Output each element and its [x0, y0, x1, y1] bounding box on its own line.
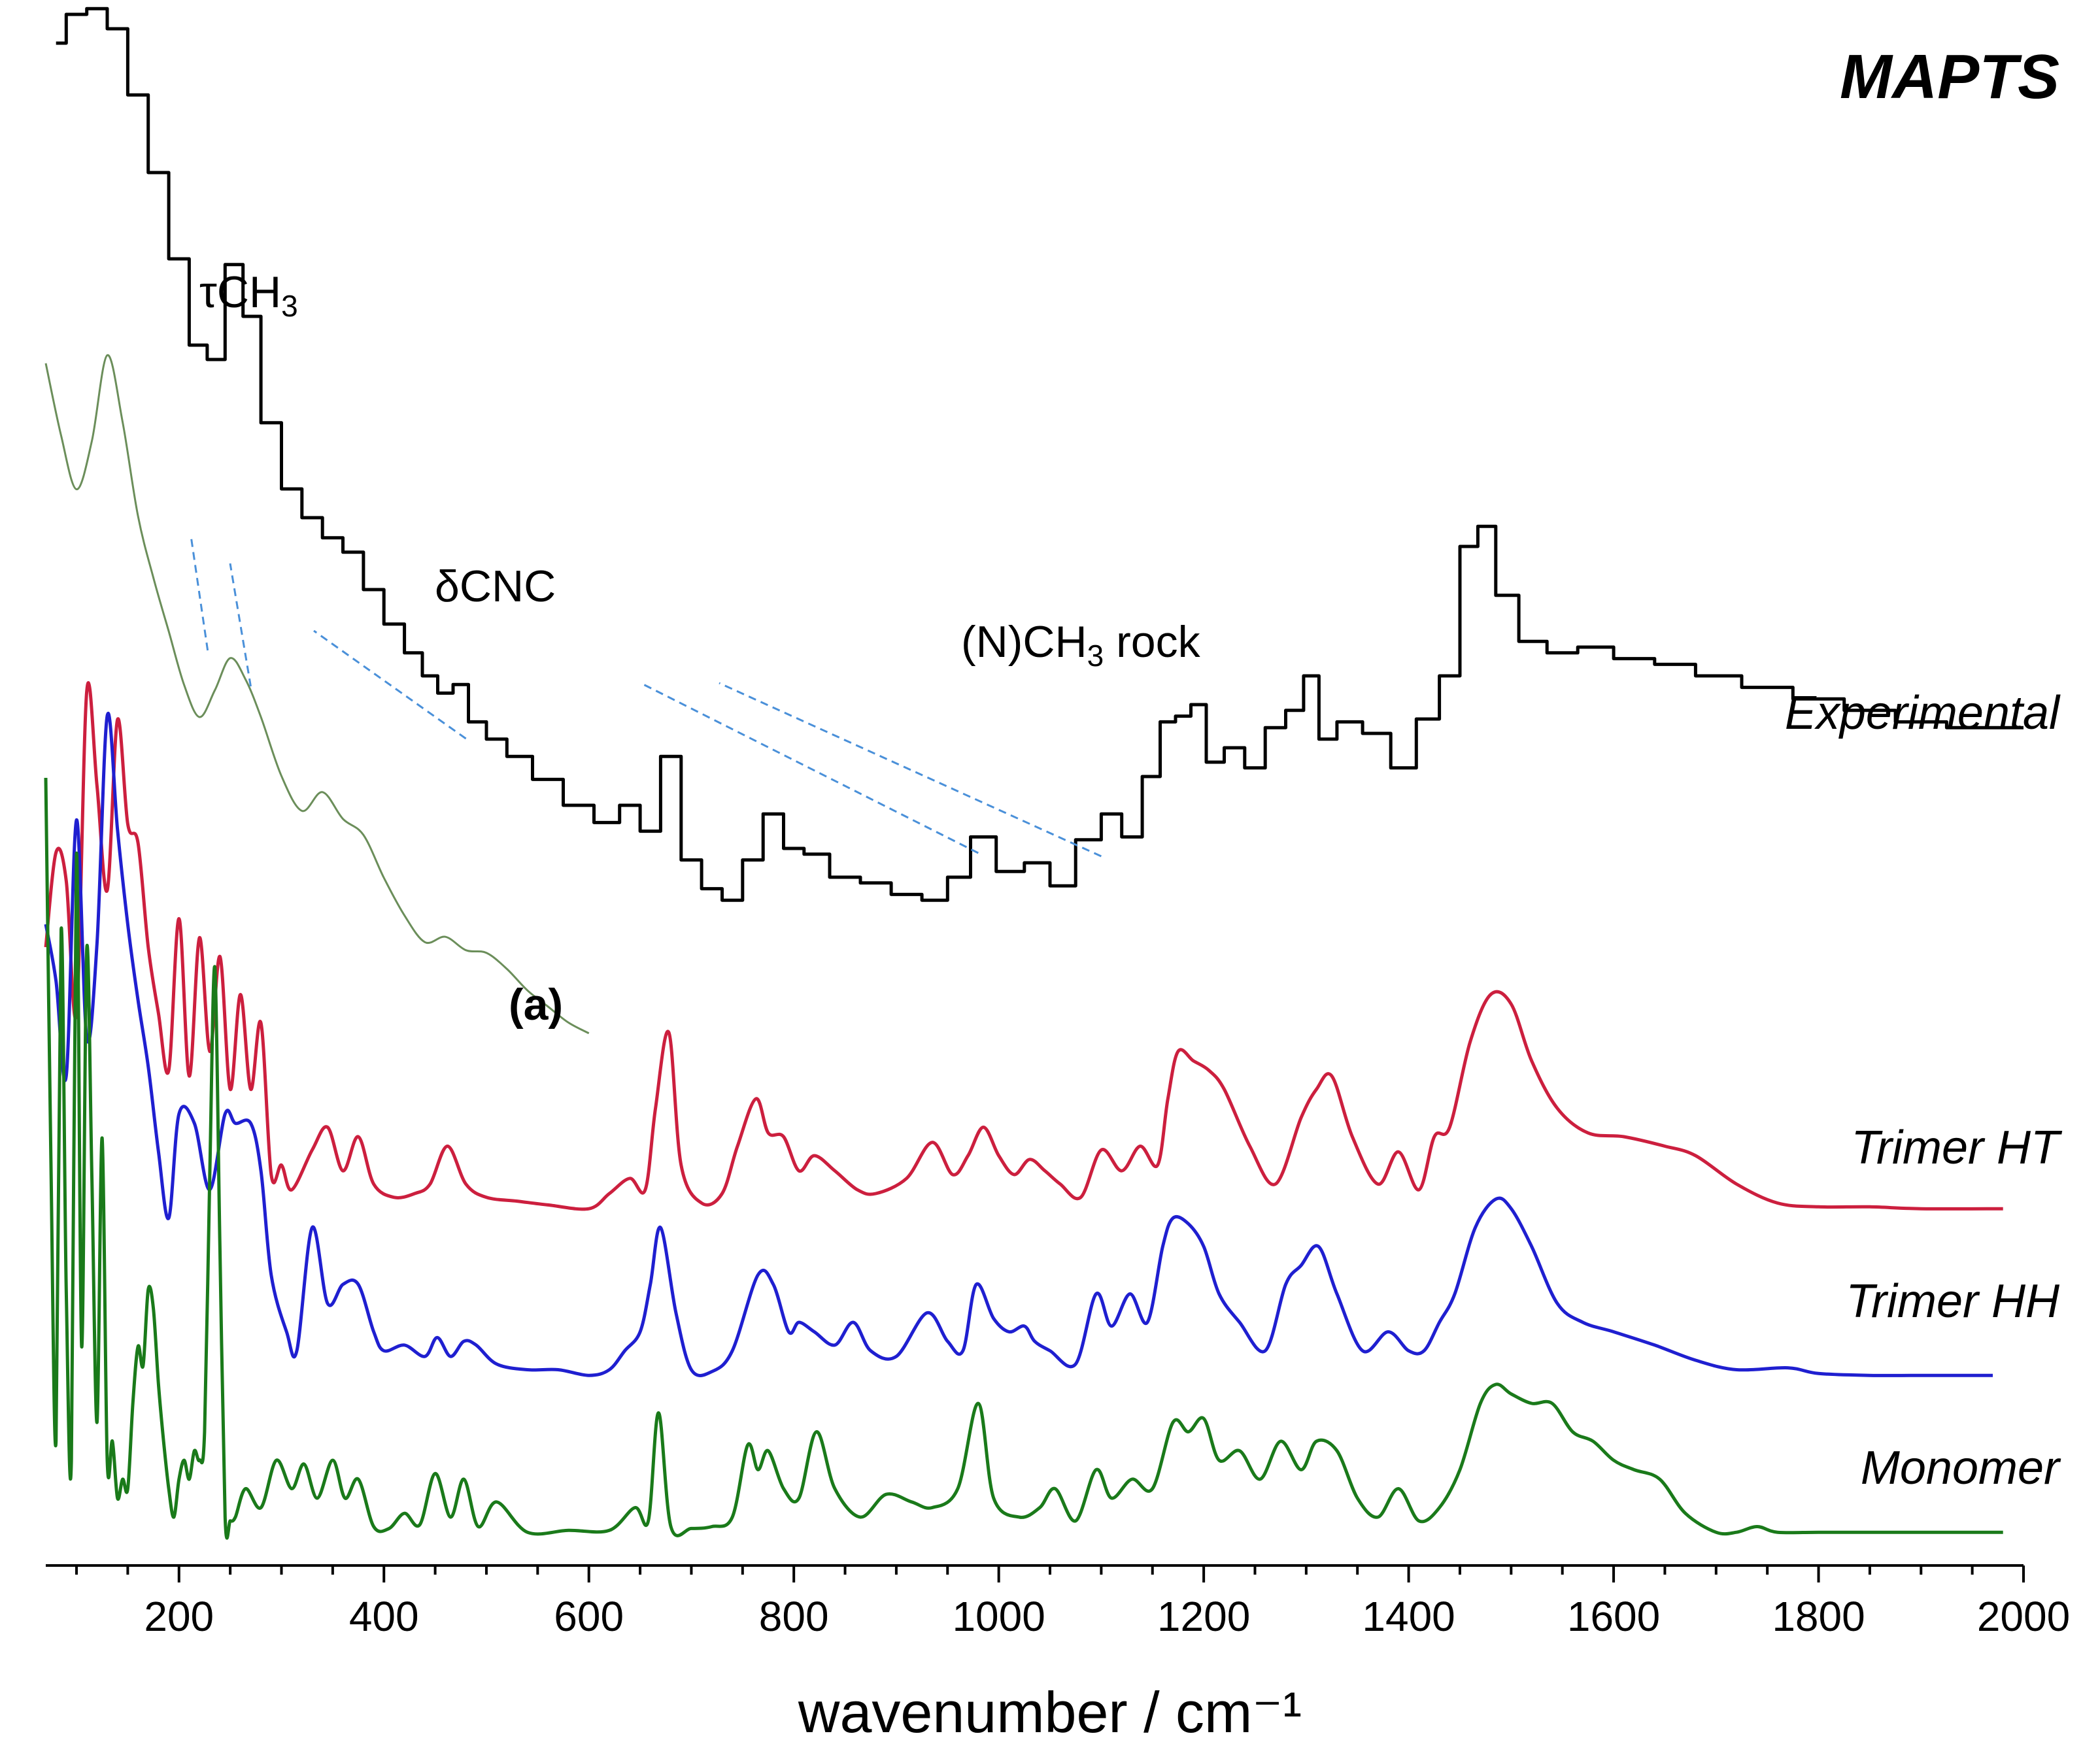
series-label-monomer: Monomer — [1861, 1442, 2061, 1494]
series-label-trimer-hh: Trimer HH — [1846, 1275, 2060, 1328]
series-label-trimer-ht: Trimer HT — [1851, 1122, 2063, 1174]
x-tick-label: 400 — [349, 1593, 419, 1640]
series-line-monomer — [44, 777, 2003, 1540]
series-line-experimental — [56, 7, 2024, 902]
annotation-0: τCH3 — [199, 267, 298, 323]
x-axis-label: wavenumber / cm⁻¹ — [798, 1680, 1302, 1745]
series-line-literature-spectrum — [44, 354, 590, 1035]
chart-title: MAPTS — [1840, 42, 2059, 112]
x-tick-label: 1200 — [1157, 1593, 1250, 1640]
panel-label: (a) — [509, 980, 563, 1029]
x-tick-label: 600 — [554, 1593, 624, 1640]
x-tick-label: 800 — [759, 1593, 829, 1640]
annotation-2: (N)CH3 rock — [961, 617, 1201, 673]
annotation-guide-2-0 — [640, 682, 979, 854]
x-axis: 200 400 600 800 1000 1200 1400 1600 1800 2000 — [46, 1564, 2070, 1640]
annotations: τCH3 δCNC (N)CH3 rock — [190, 267, 1201, 858]
annotation-guide-0-1 — [229, 563, 252, 687]
series-line-trimer-ht — [44, 681, 2003, 1211]
x-tick-label: 1000 — [952, 1593, 1045, 1640]
x-tick-label: 1400 — [1362, 1593, 1455, 1640]
series-layer: Experimental Trimer HT Trimer HH Monomer — [44, 7, 2063, 1540]
annotation-guide-2-1 — [719, 682, 1102, 858]
annotation-guide-1-0 — [313, 629, 467, 740]
series-label-experimental: Experimental — [1785, 687, 2061, 739]
annotation-1: δCNC — [435, 561, 556, 611]
x-tick-label: 200 — [144, 1593, 214, 1640]
x-tick-label: 1600 — [1567, 1593, 1660, 1640]
x-tick-label: 2000 — [1977, 1593, 2070, 1640]
series-line-trimer-hh — [44, 712, 1993, 1377]
x-tick-label: 1800 — [1772, 1593, 1865, 1640]
annotation-guide-0-0 — [190, 535, 209, 651]
